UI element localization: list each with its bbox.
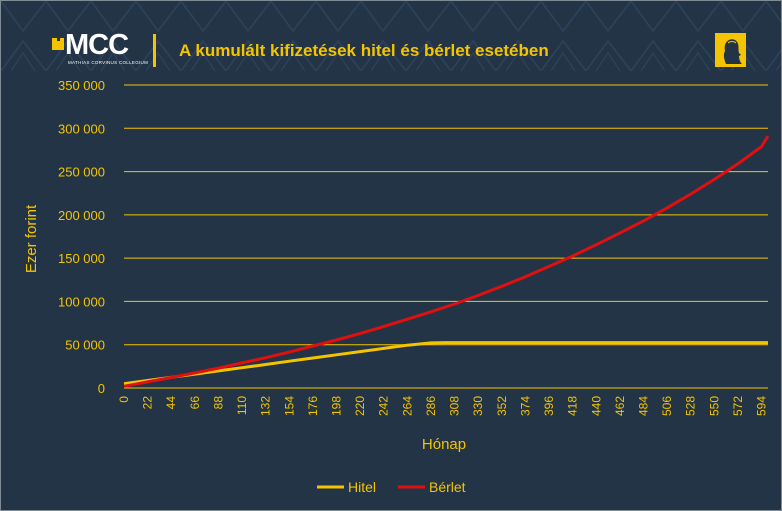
x-tick-label: 154 xyxy=(282,396,296,416)
x-tick-label: 44 xyxy=(164,396,178,410)
x-tick-label: 330 xyxy=(471,396,485,416)
chart-title: A kumulált kifizetések hitel és bérlet e… xyxy=(179,41,549,60)
x-tick-label: 572 xyxy=(731,396,745,416)
x-tick-label: 198 xyxy=(330,396,344,416)
x-tick-label: 176 xyxy=(306,396,320,416)
y-tick-label: 250 000 xyxy=(58,165,105,180)
header-pattern xyxy=(1,1,781,71)
y-axis-label: Ezer forint xyxy=(23,204,40,273)
x-tick-label: 264 xyxy=(400,396,414,416)
x-tick-label: 110 xyxy=(235,396,249,415)
y-tick-label: 350 000 xyxy=(58,78,105,93)
y-tick-label: 50 000 xyxy=(65,338,105,353)
x-tick-label: 396 xyxy=(542,396,556,416)
x-tick-label: 352 xyxy=(495,396,509,416)
legend: Hitel Bérlet xyxy=(317,479,466,495)
x-tick-label: 286 xyxy=(424,396,438,416)
legend-label: Bérlet xyxy=(429,479,466,495)
x-tick-label: 242 xyxy=(377,396,391,416)
logo-mark-icon xyxy=(52,38,64,50)
mcc-logo: MCC MATHIAS CORVINUS COLLEGIUM xyxy=(51,29,151,71)
y-tick-label: 300 000 xyxy=(58,121,105,136)
y-tick-label: 200 000 xyxy=(58,208,105,223)
x-axis: 0 22 44 66 88 110 132 154 176 198 220 242 264 286 308 3… xyxy=(117,396,769,416)
x-tick-label: 528 xyxy=(684,396,698,416)
x-tick-label: 308 xyxy=(448,396,462,416)
logo-text: MCC xyxy=(65,29,129,61)
x-tick-label: 440 xyxy=(589,396,603,416)
x-tick-label: 132 xyxy=(259,396,273,416)
x-tick-label: 374 xyxy=(518,396,532,416)
x-tick-label: 594 xyxy=(755,396,769,416)
y-tick-label: 150 000 xyxy=(58,251,105,266)
y-tick-label: 0 xyxy=(98,381,105,396)
x-tick-label: 462 xyxy=(613,396,627,416)
y-axis: 0 50 000 100 000 150 000 200 000 250 000 300 0… xyxy=(58,78,105,396)
series-line-bérlet xyxy=(123,135,770,388)
legend-label: Hitel xyxy=(348,479,376,495)
x-tick-label: 22 xyxy=(141,396,155,410)
x-tick-label: 66 xyxy=(188,396,202,410)
y-tick-label: 100 000 xyxy=(58,294,105,309)
portrait-icon xyxy=(715,33,746,67)
x-tick-label: 484 xyxy=(636,396,650,416)
x-tick-label: 506 xyxy=(660,396,674,416)
series-line-hitel xyxy=(123,341,768,386)
x-tick-label: 88 xyxy=(211,396,225,410)
x-tick-label: 418 xyxy=(566,396,580,416)
x-axis-label: Hónap xyxy=(422,436,466,453)
x-tick-label: 220 xyxy=(353,396,367,416)
x-tick-label: 550 xyxy=(707,396,721,416)
logo-subtext: MATHIAS CORVINUS COLLEGIUM xyxy=(68,60,149,65)
series-lines xyxy=(123,135,770,388)
gridlines xyxy=(124,84,768,389)
x-tick-label: 0 xyxy=(117,396,131,403)
header-divider xyxy=(153,34,156,67)
